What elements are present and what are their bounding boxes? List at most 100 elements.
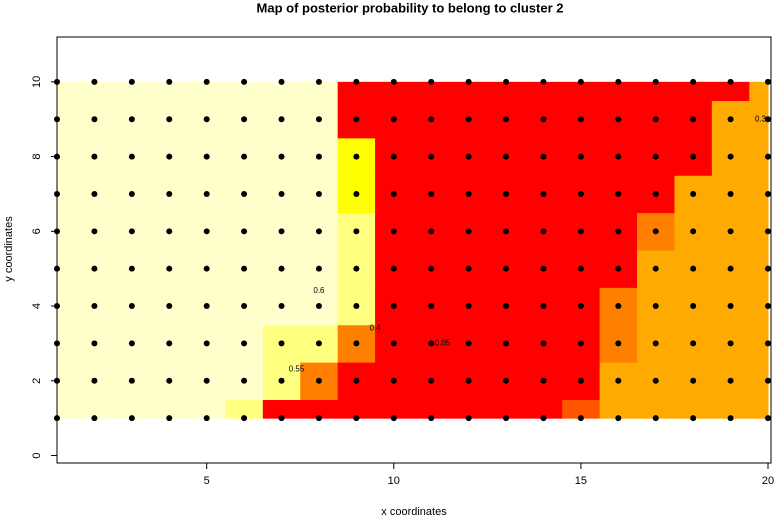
cell <box>262 81 301 102</box>
grid-point <box>203 228 210 235</box>
grid-point <box>577 116 584 123</box>
grid-point <box>428 78 435 85</box>
grid-point <box>727 303 734 310</box>
grid-point <box>652 377 659 384</box>
grid-point <box>765 303 772 310</box>
grid-point <box>166 377 173 384</box>
grid-point <box>690 377 697 384</box>
contour-label: 0.55 <box>289 365 305 374</box>
heatmap <box>57 81 769 419</box>
grid-point <box>540 78 547 85</box>
grid-point <box>315 340 322 347</box>
grid-point <box>503 228 510 235</box>
grid-point <box>540 415 547 422</box>
cell <box>749 175 769 214</box>
grid-point <box>241 116 248 123</box>
cell <box>412 399 451 419</box>
grid-point <box>428 190 435 197</box>
grid-point <box>315 116 322 123</box>
grid-point <box>503 78 510 85</box>
points <box>54 78 772 422</box>
grid-point <box>91 116 98 123</box>
grid-point <box>540 265 547 272</box>
grid-point <box>128 265 135 272</box>
grid-point <box>428 377 435 384</box>
cell <box>749 100 769 139</box>
grid-point <box>615 78 622 85</box>
cell <box>57 100 77 139</box>
grid-point <box>503 340 510 347</box>
grid-point <box>166 190 173 197</box>
cell <box>749 362 769 400</box>
x-axis-label: x coordinates <box>381 506 447 518</box>
grid-point <box>503 377 510 384</box>
grid-point <box>577 153 584 160</box>
grid-point <box>390 116 397 123</box>
grid-point <box>428 116 435 123</box>
grid-point <box>128 228 135 235</box>
grid-point <box>203 116 210 123</box>
grid-point <box>278 377 285 384</box>
grid-point <box>577 78 584 85</box>
grid-point <box>278 415 285 422</box>
grid-point <box>166 78 173 85</box>
grid-point <box>503 190 510 197</box>
cell <box>75 399 114 419</box>
grid-point <box>128 78 135 85</box>
grid-point <box>166 265 173 272</box>
grid-point <box>465 377 472 384</box>
cell <box>300 399 339 419</box>
cell <box>337 399 376 419</box>
grid-point <box>353 340 360 347</box>
grid-point <box>353 116 360 123</box>
cell <box>674 399 713 419</box>
grid-point <box>353 415 360 422</box>
grid-point <box>615 377 622 384</box>
grid-point <box>353 228 360 235</box>
grid-point <box>690 303 697 310</box>
grid-point <box>540 340 547 347</box>
grid-point <box>540 377 547 384</box>
grid-point <box>390 377 397 384</box>
cell <box>562 81 601 102</box>
grid-point <box>353 377 360 384</box>
x-tick-label: 20 <box>762 475 774 487</box>
cell <box>637 81 675 102</box>
grid-point <box>315 190 322 197</box>
grid-point <box>166 415 173 422</box>
grid-point <box>128 190 135 197</box>
cell <box>674 81 713 102</box>
grid-point <box>278 228 285 235</box>
grid-point <box>727 190 734 197</box>
cell <box>637 399 675 419</box>
grid-point <box>315 303 322 310</box>
grid-point <box>727 415 734 422</box>
grid-point <box>166 303 173 310</box>
cell <box>449 399 488 419</box>
grid-point <box>652 265 659 272</box>
grid-point <box>428 340 435 347</box>
grid-point <box>690 153 697 160</box>
cell <box>57 212 77 251</box>
cell <box>300 81 339 102</box>
cell <box>524 399 563 419</box>
grid-point <box>203 265 210 272</box>
grid-point <box>278 153 285 160</box>
grid-point <box>353 153 360 160</box>
grid-point <box>278 78 285 85</box>
grid-point <box>540 153 547 160</box>
contour-label: 0.05 <box>435 339 451 348</box>
y-tick-label: 10 <box>31 76 43 88</box>
cell <box>562 399 601 419</box>
grid-point <box>166 340 173 347</box>
grid-point <box>765 415 772 422</box>
grid-point <box>540 116 547 123</box>
y-tick-label: 6 <box>31 228 43 234</box>
grid-point <box>390 265 397 272</box>
cell <box>749 287 769 326</box>
contour-label: 0.3 <box>755 114 767 123</box>
grid-point <box>465 153 472 160</box>
grid-point <box>577 340 584 347</box>
grid-point <box>577 190 584 197</box>
cell <box>113 81 152 102</box>
